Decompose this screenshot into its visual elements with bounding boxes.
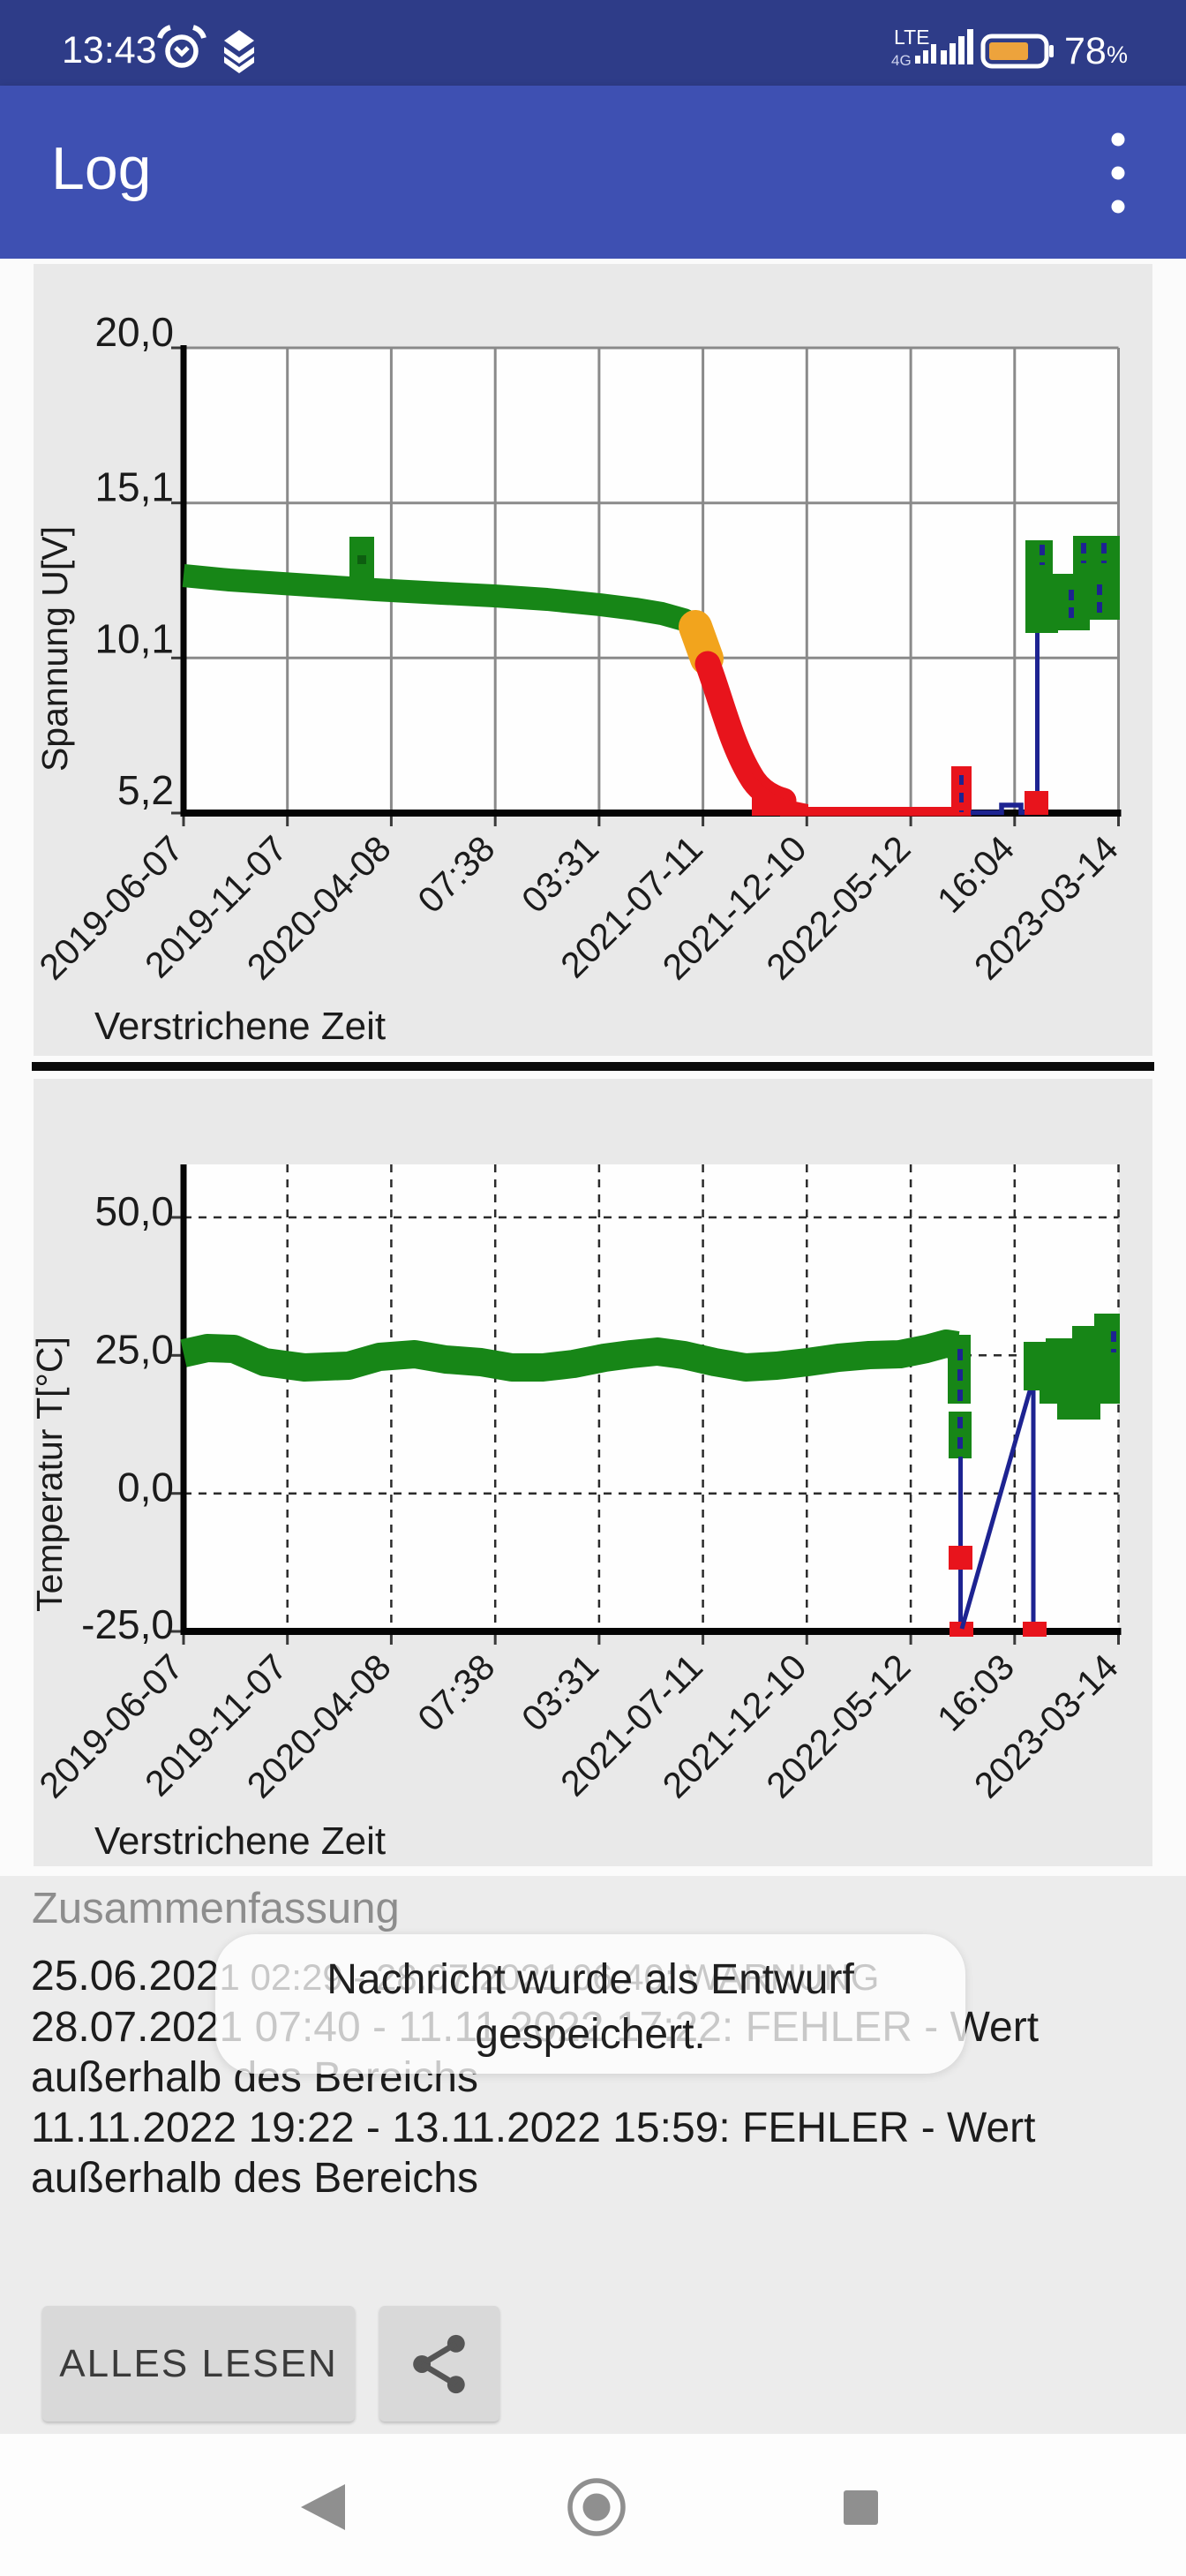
svg-text:78: 78 bbox=[1064, 30, 1107, 72]
svg-text:50,0: 50,0 bbox=[94, 1188, 174, 1234]
svg-text:Spannung U[V]: Spannung U[V] bbox=[34, 526, 75, 772]
svg-text:20,0: 20,0 bbox=[94, 309, 174, 355]
svg-text:15,1: 15,1 bbox=[94, 464, 174, 510]
svg-text:LTE: LTE bbox=[894, 26, 929, 49]
svg-text:Temperatur T[°C]: Temperatur T[°C] bbox=[29, 1337, 70, 1612]
svg-text:16:03: 16:03 bbox=[929, 1646, 1022, 1739]
svg-text:07:38: 07:38 bbox=[409, 828, 502, 921]
svg-text:0,0: 0,0 bbox=[117, 1465, 174, 1510]
svg-text:4G: 4G bbox=[891, 52, 912, 69]
svg-text:07:38: 07:38 bbox=[409, 1646, 502, 1739]
svg-text:Verstrichene Zeit: Verstrichene Zeit bbox=[94, 1005, 386, 1048]
svg-text:Verstrichene Zeit: Verstrichene Zeit bbox=[94, 1819, 386, 1863]
svg-text:03:31: 03:31 bbox=[514, 1646, 606, 1739]
svg-text:10,1: 10,1 bbox=[94, 615, 174, 661]
svg-text:5,2: 5,2 bbox=[117, 767, 174, 813]
svg-text:%: % bbox=[1107, 41, 1128, 68]
svg-text:13:43: 13:43 bbox=[62, 29, 157, 72]
svg-text:-25,0: -25,0 bbox=[81, 1601, 174, 1647]
svg-text:16:04: 16:04 bbox=[929, 828, 1022, 921]
svg-text:03:31: 03:31 bbox=[514, 828, 606, 921]
svg-text:25,0: 25,0 bbox=[94, 1326, 174, 1372]
